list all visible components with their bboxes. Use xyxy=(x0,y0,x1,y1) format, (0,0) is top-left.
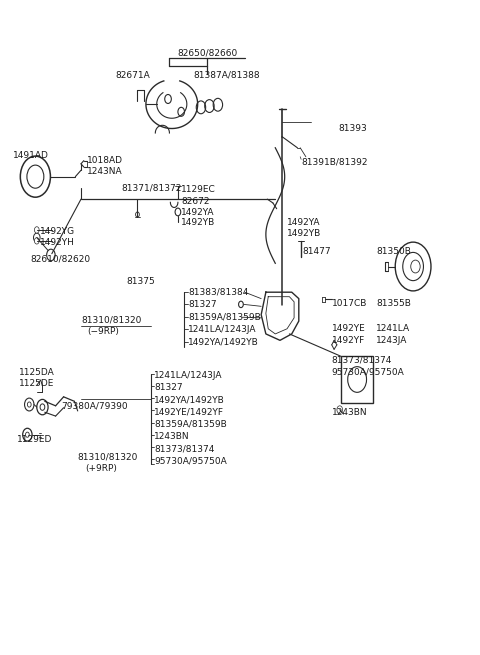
Text: 1492YA/1492YB: 1492YA/1492YB xyxy=(155,396,225,405)
Text: 81327: 81327 xyxy=(188,300,217,309)
Text: 1018AD: 1018AD xyxy=(87,156,123,165)
Text: 1017CB: 1017CB xyxy=(332,299,367,308)
Text: 81310/81320: 81310/81320 xyxy=(78,453,138,462)
Text: 81310/81320: 81310/81320 xyxy=(81,315,142,324)
Text: 1129EC: 1129EC xyxy=(181,185,216,194)
Text: 1243NA: 1243NA xyxy=(87,167,123,176)
Text: 82672: 82672 xyxy=(181,196,210,206)
Text: 1241LA/1243JA: 1241LA/1243JA xyxy=(188,325,257,334)
Text: 79380A/79390: 79380A/79390 xyxy=(61,402,128,410)
Text: (+9RP): (+9RP) xyxy=(85,464,117,473)
Text: 81387A/81388: 81387A/81388 xyxy=(193,71,260,80)
Text: 82650/82660: 82650/82660 xyxy=(177,48,237,57)
Text: 1491AD: 1491AD xyxy=(13,151,49,160)
Text: 81393: 81393 xyxy=(339,124,368,133)
Text: 1243JA: 1243JA xyxy=(376,336,408,345)
Text: 81327: 81327 xyxy=(155,383,183,392)
Circle shape xyxy=(35,238,39,244)
Text: 95730A/95750A: 95730A/95750A xyxy=(155,457,227,466)
Text: 1492YH: 1492YH xyxy=(40,238,75,248)
Text: 1492YF: 1492YF xyxy=(332,336,365,345)
Text: (−9RP): (−9RP) xyxy=(87,327,119,336)
Text: 81350B: 81350B xyxy=(376,247,411,256)
Text: 1492YB: 1492YB xyxy=(181,218,216,227)
Circle shape xyxy=(337,406,343,413)
Text: 1492YA: 1492YA xyxy=(181,208,215,217)
Text: 81371/81372: 81371/81372 xyxy=(121,183,182,192)
Text: 1125DE: 1125DE xyxy=(19,379,54,388)
Text: 1492YA: 1492YA xyxy=(287,217,321,227)
Text: 81359A/81359B: 81359A/81359B xyxy=(188,312,261,322)
Text: 81375: 81375 xyxy=(126,277,155,286)
Text: 1492YA/1492YB: 1492YA/1492YB xyxy=(188,337,259,346)
Text: 1243BN: 1243BN xyxy=(155,432,190,441)
Text: 1129ED: 1129ED xyxy=(16,436,52,444)
Text: 1243BN: 1243BN xyxy=(332,407,367,417)
Text: 1125DA: 1125DA xyxy=(19,368,55,377)
Text: 81373/81374: 81373/81374 xyxy=(332,356,392,365)
Text: 1241LA/1243JA: 1241LA/1243JA xyxy=(155,371,223,380)
Text: 82671A: 82671A xyxy=(116,71,151,80)
Text: 82610/82620: 82610/82620 xyxy=(31,255,91,264)
Text: 95730A/95750A: 95730A/95750A xyxy=(332,367,405,376)
Text: 81359A/81359B: 81359A/81359B xyxy=(155,420,227,429)
Text: 81477: 81477 xyxy=(302,247,331,256)
Text: 81383/81384: 81383/81384 xyxy=(188,288,249,297)
Circle shape xyxy=(35,227,39,233)
Text: 1492YG: 1492YG xyxy=(40,227,75,236)
Text: 1492YE: 1492YE xyxy=(332,324,365,333)
Text: 81355B: 81355B xyxy=(376,299,411,308)
Text: 1241LA: 1241LA xyxy=(376,324,410,333)
Text: 1492YE/1492YF: 1492YE/1492YF xyxy=(155,407,224,417)
Text: 1492YB: 1492YB xyxy=(287,229,321,238)
Text: 81391B/81392: 81391B/81392 xyxy=(301,157,368,166)
Text: 81373/81374: 81373/81374 xyxy=(155,444,215,453)
Circle shape xyxy=(135,212,139,217)
